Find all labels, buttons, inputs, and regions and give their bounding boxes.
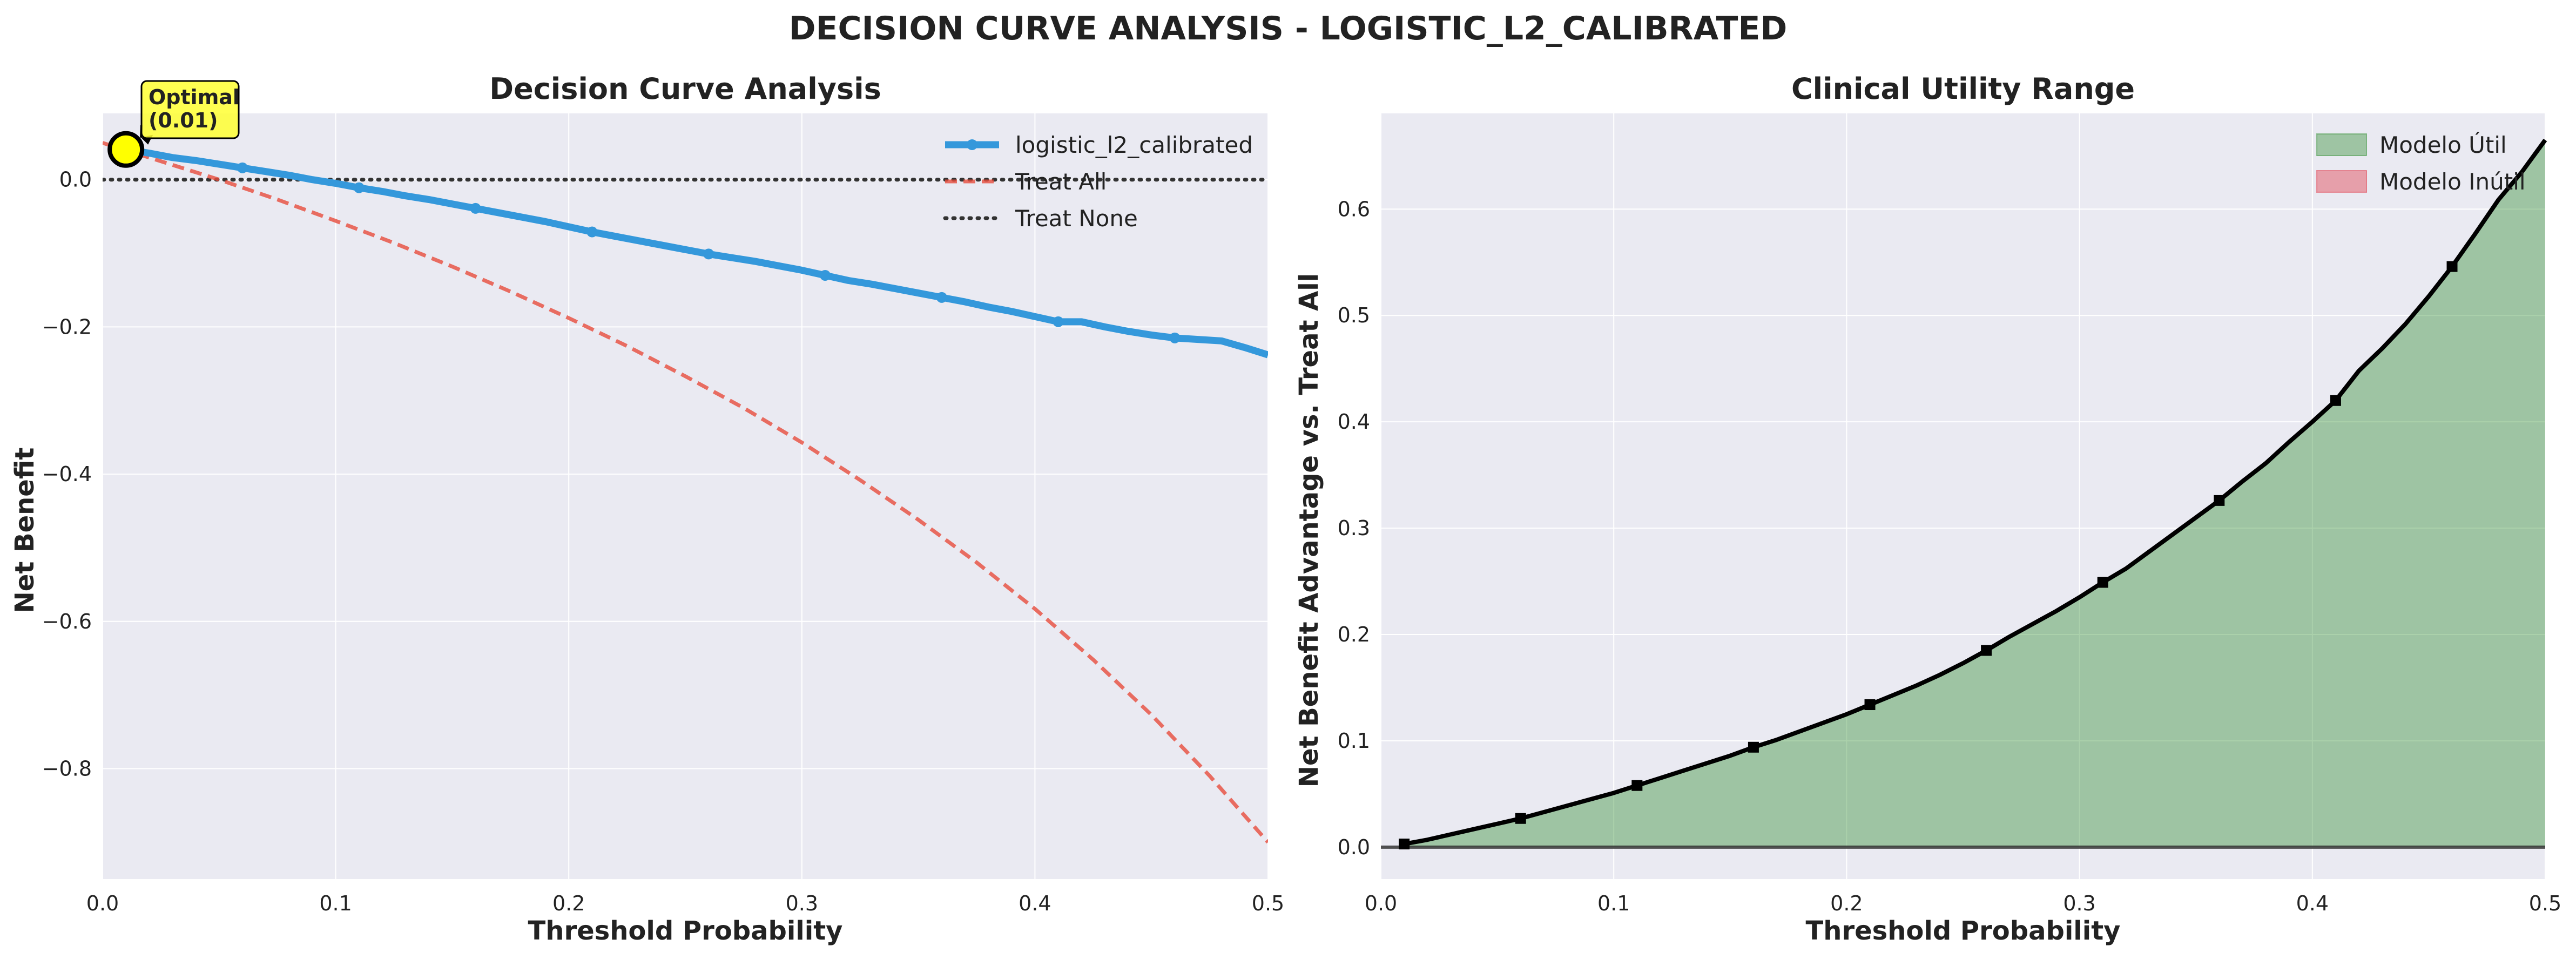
decision-curve-ytick-label: −0.8 [42,757,92,780]
advantage-marker [2330,395,2341,406]
clinical-utility-xtick-label: 0.5 [2529,892,2561,915]
legend-useful-label: Modelo Útil [2379,131,2507,158]
decision-curve-xtick-label: 0.0 [86,892,119,915]
decision-curve-xtick-label: 0.5 [1252,892,1284,915]
model-marker [237,162,248,173]
legend-useful-swatch [2316,133,2367,156]
clinical-utility-panel: Clinical Utility Range Threshold Probabi… [1294,72,2561,946]
advantage-marker [1864,699,1876,711]
clinical-utility-ylabel: Net Benefit Advantage vs. Treat All [1294,273,1324,787]
legend-useless-swatch [2316,170,2367,193]
clinical-utility-plot-area [1381,113,2545,879]
model-marker [586,226,598,238]
advantage-marker [1399,839,1410,850]
advantage-marker [2097,577,2108,588]
advantage-marker [2446,261,2458,272]
advantage-marker [1515,813,1526,824]
advantage-marker [1631,780,1643,791]
decision-curve-xtick-label: 0.1 [319,892,352,915]
model-marker [819,269,831,281]
advantage-marker [2214,495,2225,506]
treat-all-line [103,141,1268,844]
clinical-utility-ytick-label: 0.0 [1338,835,1370,859]
model-marker [353,182,365,193]
model-marker [1053,316,1064,327]
decision-curve-xtick-label: 0.4 [1019,892,1051,915]
clinical-utility-xtick-label: 0.1 [1597,892,1630,915]
clinical-utility-title: Clinical Utility Range [1791,72,2135,106]
clinical-utility-xtick-label: 0.2 [1830,892,1863,915]
clinical-utility-xtick-label: 0.4 [2296,892,2329,915]
optimal-annotation-label: Optimal [149,85,240,109]
clinical-utility-xlabel: Threshold Probability [1806,916,2121,946]
optimal-marker [107,131,145,168]
clinical-utility-xtick-label: 0.3 [2063,892,2095,915]
advantage-line [1404,138,2547,846]
model-net-benefit-line [125,146,1268,359]
model-marker [1169,332,1181,343]
decision-curve-ytick-label: 0.0 [59,168,92,192]
legend-model-label: logistic_l2_calibrated [1015,132,1253,158]
advantage-marker [1981,645,1992,656]
decision-curve-xlabel: Threshold Probability [528,916,843,946]
clinical-utility-ytick-label: 0.4 [1338,410,1370,434]
model-marker [470,202,481,214]
clinical-utility-xtick-label: 0.0 [1365,892,1397,915]
legend-treat-all-label: Treat All [1015,168,1107,195]
optimal-annotation-box [140,80,240,139]
figure-title: DECISION CURVE ANALYSIS - LOGISTIC_L2_CA… [789,10,1788,48]
clinical-utility-ytick-label: 0.1 [1338,729,1370,753]
legend-model-marker [967,139,977,150]
decision-curve-plot-area [103,113,1268,879]
decision-curve-xtick-label: 0.2 [552,892,585,915]
useful-area [1404,140,2545,847]
clinical-utility-ytick-label: 0.5 [1338,303,1370,327]
decision-curve-title: Decision Curve Analysis [489,72,881,106]
decision-curve-ylabel: Net Benefit [10,448,40,613]
decision-curve-panel: Decision Curve Analysis Threshold Probab… [10,72,1284,946]
model-marker [936,292,947,303]
decision-curve-series-group [103,141,1268,844]
clinical-utility-ytick-label: 0.2 [1338,623,1370,646]
clinical-utility-ytick-label: 0.6 [1338,197,1370,221]
legend-useless-label: Modelo Inútil [2379,168,2526,195]
legend-treat-none-label: Treat None [1015,205,1138,232]
decision-curve-ytick-label: −0.6 [42,610,92,633]
decision-curve-ytick-label: −0.4 [42,462,92,486]
optimal-annotation-value: (0.01) [149,109,218,132]
clinical-utility-ytick-label: 0.3 [1338,516,1370,540]
decision-curve-ytick-label: −0.2 [42,315,92,339]
advantage-marker [1748,741,1759,753]
model-marker [703,248,714,260]
decision-curve-xtick-label: 0.3 [786,892,818,915]
